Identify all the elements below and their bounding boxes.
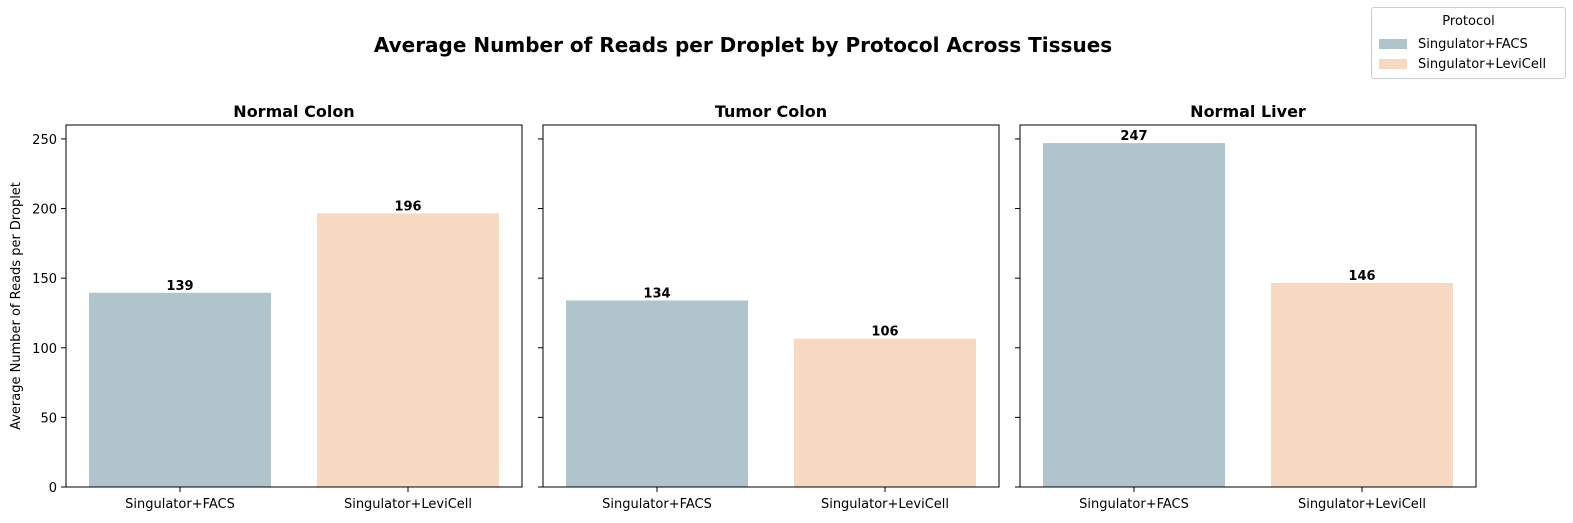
x-tick-label: Singulator+FACS [125,497,235,512]
panel-frame [542,124,1000,488]
chart-legend: Protocol Singulator+FACS Singulator+Levi… [1371,7,1566,79]
legend-title: Protocol [1442,14,1495,29]
bar-value-label: 139 [166,279,193,294]
bar-value-label: 134 [643,286,670,301]
y-axis-label: Average Number of Reads per Droplet [9,182,24,430]
panel-title: Tumor Colon [715,102,827,121]
legend-swatch [1379,59,1407,69]
bar [1271,283,1453,487]
legend-item-singulator-facs: Singulator+FACS [1379,35,1528,53]
panel-title: Normal Liver [1190,102,1306,121]
y-tick-label: 150 [32,272,57,287]
bar [1043,143,1225,487]
legend-item-singulator-levicell: Singulator+LeviCell [1379,55,1546,73]
legend-label: Singulator+FACS [1418,36,1528,52]
bar [794,338,976,487]
bar [566,300,748,487]
bar-value-label: 106 [871,325,898,340]
bar-value-label: 146 [1348,269,1375,284]
y-tick-label: 250 [32,133,57,148]
x-tick-label: Singulator+LeviCell [821,497,949,512]
legend-label: Singulator+LeviCell [1418,56,1547,72]
bar-value-label: 196 [394,199,421,214]
chart-title: Average Number of Reads per Droplet by P… [373,33,1113,57]
y-tick-label: 200 [32,203,57,218]
x-tick-label: Singulator+LeviCell [344,497,472,512]
y-tick-label: 100 [32,342,57,357]
y-tick-label: 0 [49,481,57,496]
x-tick-label: Singulator+LeviCell [1298,497,1426,512]
panel-title: Normal Colon [233,102,354,121]
bar-value-label: 247 [1120,129,1147,144]
legend-swatch [1379,39,1407,49]
bar [317,213,499,487]
x-tick-label: Singulator+FACS [1079,497,1189,512]
bar [89,292,271,487]
y-tick-label: 50 [40,411,57,426]
x-tick-label: Singulator+FACS [602,497,712,512]
panel-frame [65,124,523,488]
panel-frame [1019,124,1477,488]
